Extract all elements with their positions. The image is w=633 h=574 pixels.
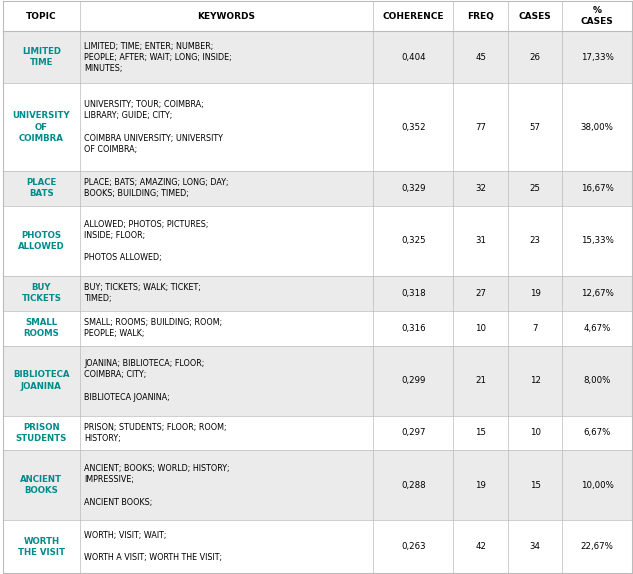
Text: BUY; TICKETS; WALK; TICKET;
TIMED;: BUY; TICKETS; WALK; TICKET; TIMED; (84, 283, 201, 303)
Text: 26: 26 (530, 53, 541, 61)
Text: ANCIENT
BOOKS: ANCIENT BOOKS (20, 475, 63, 495)
Text: 22,67%: 22,67% (580, 542, 613, 551)
Text: COHERENCE: COHERENCE (382, 11, 444, 21)
Text: TOPIC: TOPIC (26, 11, 57, 21)
Text: JOANINA; BIBLIOTECA; FLOOR;
COIMBRA; CITY;

BIBLIOTECA JOANINA;: JOANINA; BIBLIOTECA; FLOOR; COIMBRA; CIT… (84, 359, 204, 402)
Text: %
CASES: % CASES (580, 6, 613, 26)
Text: 38,00%: 38,00% (580, 122, 613, 131)
Text: PHOTOS
ALLOWED: PHOTOS ALLOWED (18, 231, 65, 251)
Bar (3, 416, 632, 451)
Text: 0,325: 0,325 (401, 236, 425, 245)
Bar (3, 451, 632, 521)
Text: 19: 19 (475, 481, 486, 490)
Text: CASES: CASES (518, 11, 551, 21)
Text: 15: 15 (530, 481, 541, 490)
Text: WORTH
THE VISIT: WORTH THE VISIT (18, 537, 65, 557)
Text: 10,00%: 10,00% (580, 481, 613, 490)
Text: UNIVERSITY
OF
COIMBRA: UNIVERSITY OF COIMBRA (13, 111, 70, 142)
Bar (3, 311, 632, 346)
Text: SMALL
ROOMS: SMALL ROOMS (23, 318, 60, 338)
Text: 21: 21 (475, 376, 486, 385)
Text: 0,297: 0,297 (401, 428, 425, 437)
Text: FREQ: FREQ (467, 11, 494, 21)
Text: BUY
TICKETS: BUY TICKETS (22, 283, 61, 303)
Text: 31: 31 (475, 236, 486, 245)
Text: PRISON; STUDENTS; FLOOR; ROOM;
HISTORY;: PRISON; STUDENTS; FLOOR; ROOM; HISTORY; (84, 423, 227, 443)
Text: 7: 7 (532, 324, 538, 332)
Text: LIMITED; TIME; ENTER; NUMBER;
PEOPLE; AFTER; WAIT; LONG; INSIDE;
MINUTES;: LIMITED; TIME; ENTER; NUMBER; PEOPLE; AF… (84, 41, 232, 73)
Text: 23: 23 (530, 236, 541, 245)
Text: PRISON
STUDENTS: PRISON STUDENTS (16, 423, 67, 443)
Text: ANCIENT; BOOKS; WORLD; HISTORY;
IMPRESSIVE;

ANCIENT BOOKS;: ANCIENT; BOOKS; WORLD; HISTORY; IMPRESSI… (84, 464, 230, 507)
Bar (3, 1, 632, 31)
Text: UNIVERSITY; TOUR; COIMBRA;
LIBRARY; GUIDE; CITY;

COIMBRA UNIVERSITY; UNIVERSITY: UNIVERSITY; TOUR; COIMBRA; LIBRARY; GUID… (84, 100, 223, 154)
Text: 0,318: 0,318 (401, 289, 425, 298)
Text: 0,316: 0,316 (401, 324, 425, 332)
Text: KEYWORDS: KEYWORDS (197, 11, 256, 21)
Text: 0,299: 0,299 (401, 376, 425, 385)
Bar (3, 346, 632, 416)
Text: 10: 10 (475, 324, 486, 332)
Text: 16,67%: 16,67% (580, 184, 613, 193)
Text: 34: 34 (530, 542, 541, 551)
Text: 77: 77 (475, 122, 486, 131)
Text: 12,67%: 12,67% (580, 289, 613, 298)
Text: 4,67%: 4,67% (584, 324, 611, 332)
Text: 0,288: 0,288 (401, 481, 425, 490)
Text: 25: 25 (530, 184, 541, 193)
Text: SMALL; ROOMS; BUILDING; ROOM;
PEOPLE; WALK;: SMALL; ROOMS; BUILDING; ROOM; PEOPLE; WA… (84, 318, 222, 338)
Text: 19: 19 (530, 289, 541, 298)
Bar (3, 31, 632, 83)
Text: WORTH; VISIT; WAIT;

WORTH A VISIT; WORTH THE VISIT;: WORTH; VISIT; WAIT; WORTH A VISIT; WORTH… (84, 531, 222, 562)
Text: 27: 27 (475, 289, 486, 298)
Text: PLACE; BATS; AMAZING; LONG; DAY;
BOOKS; BUILDING; TIMED;: PLACE; BATS; AMAZING; LONG; DAY; BOOKS; … (84, 178, 229, 198)
Text: 15,33%: 15,33% (580, 236, 613, 245)
Text: 10: 10 (530, 428, 541, 437)
Bar (3, 83, 632, 170)
Text: 45: 45 (475, 53, 486, 61)
Bar (3, 205, 632, 276)
Text: BIBLIOTECA
JOANINA: BIBLIOTECA JOANINA (13, 370, 70, 390)
Text: LIMITED
TIME: LIMITED TIME (22, 47, 61, 67)
Text: PLACE
BATS: PLACE BATS (26, 178, 56, 198)
Bar (3, 521, 632, 573)
Text: 15: 15 (475, 428, 486, 437)
Text: 0,263: 0,263 (401, 542, 425, 551)
Text: 17,33%: 17,33% (580, 53, 613, 61)
Text: 12: 12 (530, 376, 541, 385)
Text: 57: 57 (530, 122, 541, 131)
Text: 42: 42 (475, 542, 486, 551)
Text: 0,329: 0,329 (401, 184, 425, 193)
Bar (3, 170, 632, 205)
Text: 8,00%: 8,00% (584, 376, 611, 385)
Text: 0,404: 0,404 (401, 53, 425, 61)
Bar (3, 276, 632, 311)
Text: 32: 32 (475, 184, 486, 193)
Text: 0,352: 0,352 (401, 122, 425, 131)
Text: 6,67%: 6,67% (584, 428, 611, 437)
Text: ALLOWED; PHOTOS; PICTURES;
INSIDE; FLOOR;

PHOTOS ALLOWED;: ALLOWED; PHOTOS; PICTURES; INSIDE; FLOOR… (84, 219, 208, 262)
